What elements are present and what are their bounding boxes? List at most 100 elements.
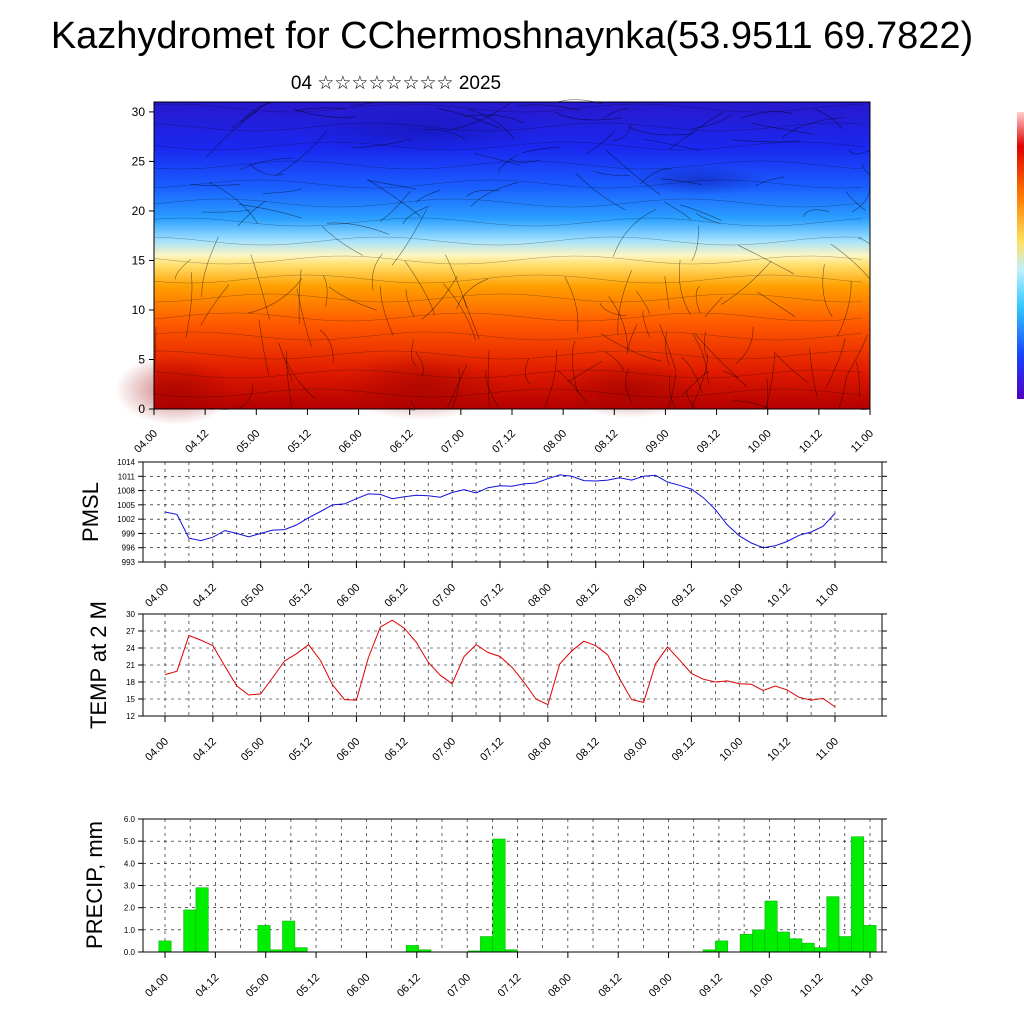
cross-section-x-axis: 04.00 04.12 05.00 05.12 06.00 06.12 07.00 07.12…	[132, 409, 876, 456]
streamline	[802, 209, 829, 218]
precip-x-tick-label: 08.12	[596, 972, 624, 1000]
precip-bar	[158, 940, 172, 953]
precip-bar	[715, 940, 729, 953]
contour-line	[153, 236, 863, 246]
cold-core	[630, 165, 770, 195]
streamline	[463, 114, 524, 124]
streamline	[603, 108, 629, 119]
cross-section-panel: 0 5 10 15 20 25 30 04.00 04.12 05.00 05.12 06.00 06…	[115, 99, 876, 456]
pmsl-x-tick-label: 05.12	[287, 582, 315, 610]
warm-core	[340, 350, 500, 420]
cross-section-y-tick-label: 25	[132, 154, 146, 168]
streamline	[572, 340, 578, 393]
temp-panel: 12 15 18 21 24 27 30 04.00 04.12 05.00 05.12 06.00…	[86, 601, 887, 764]
streamline	[544, 349, 557, 408]
streamline	[293, 108, 356, 118]
streamline	[237, 200, 266, 227]
cross-section-y-tick-label: 20	[132, 204, 146, 218]
cross-section-y-tick-label: 0	[138, 402, 145, 416]
precip-bar	[851, 836, 865, 953]
temp-y-tick-label: 12	[126, 712, 135, 721]
precip-panel: 0.0 1.0 2.0 3.0 4.0 5.0 6.0 04.00 04.12 05.00 05.…	[82, 815, 887, 1000]
streamline	[640, 168, 672, 184]
pmsl-x-tick-label: 06.12	[382, 582, 410, 610]
pmsl-y-tick-label: 1008	[117, 487, 135, 496]
streamline	[608, 296, 628, 350]
streamline	[680, 204, 722, 221]
precip-y-tick-label: 5.0	[124, 837, 136, 846]
streamline	[826, 338, 846, 388]
cross-section-y-tick-label: 15	[132, 253, 146, 267]
cross-section-x-tick-label: 07.00	[439, 428, 467, 456]
streamline	[411, 339, 417, 367]
streamline	[692, 333, 709, 386]
precip-bar	[764, 900, 778, 953]
cold-core	[300, 105, 540, 155]
pmsl-x-tick-label: 10.00	[717, 582, 745, 610]
streamline	[695, 213, 721, 224]
precip-x-tick-label: 09.00	[647, 972, 675, 1000]
streamline	[405, 289, 415, 317]
streamline	[694, 333, 739, 378]
streamline	[773, 351, 808, 383]
streamline	[627, 126, 695, 136]
streamline	[205, 110, 258, 158]
streamline	[487, 350, 490, 407]
precip-y-tick-label: 1.0	[124, 926, 136, 935]
cross-section-x-tick-label: 05.12	[286, 428, 314, 456]
streamline	[371, 253, 383, 291]
precip-bar	[257, 925, 271, 953]
streamline	[510, 158, 540, 163]
precip-bar	[195, 887, 209, 953]
temp-x-tick-label: 06.12	[382, 736, 410, 764]
contour-line	[153, 312, 863, 322]
streamline	[617, 270, 632, 336]
streamline	[601, 333, 662, 362]
streamline	[741, 111, 792, 119]
streamline	[732, 139, 799, 143]
streamline	[809, 347, 818, 397]
temp-x-tick-label: 04.12	[191, 736, 219, 764]
streamline	[738, 245, 794, 274]
streamline	[236, 384, 254, 410]
streamline	[468, 108, 515, 139]
temp-y-axis: 12 15 18 21 24 27 30	[126, 610, 887, 721]
streamline	[326, 222, 389, 235]
contour-line	[153, 122, 863, 132]
cross-section-x-tick-label: 04.00	[132, 428, 160, 456]
precip-grid	[143, 818, 882, 953]
streamline	[681, 356, 703, 393]
streamline	[567, 360, 602, 383]
precip-axis-label: PRECIP, mm	[82, 821, 107, 949]
streamline	[517, 104, 580, 111]
streamline	[858, 237, 871, 245]
streamline	[695, 286, 701, 314]
pmsl-y-tick-label: 999	[122, 529, 136, 538]
temp-x-tick-label: 07.12	[478, 736, 506, 764]
streamline	[605, 149, 661, 195]
streamline	[351, 101, 378, 106]
streamline	[669, 111, 726, 150]
streamline	[678, 259, 691, 315]
precip-bar	[739, 934, 753, 953]
streamline	[704, 331, 708, 358]
streamline	[249, 163, 285, 176]
precip-x-tick-label: 06.00	[345, 972, 373, 1000]
precip-x-tick-label: 05.00	[244, 972, 272, 1000]
streamline	[735, 326, 754, 364]
streamline	[321, 226, 364, 256]
streamline	[847, 334, 868, 375]
pmsl-x-tick-label: 10.12	[765, 582, 793, 610]
precip-x-tick-label: 07.12	[496, 972, 524, 1000]
streamline	[626, 323, 638, 354]
precip-bars	[158, 836, 877, 953]
pmsl-y-tick-label: 1005	[117, 501, 135, 510]
cross-section-x-tick-label: 09.12	[695, 428, 723, 456]
streamline	[557, 369, 588, 404]
streamline	[241, 101, 274, 123]
streamline	[295, 107, 347, 112]
temp-x-tick-label: 07.00	[430, 736, 458, 764]
precip-bar	[282, 920, 296, 953]
contour-line	[153, 388, 863, 398]
streamline	[599, 303, 627, 317]
